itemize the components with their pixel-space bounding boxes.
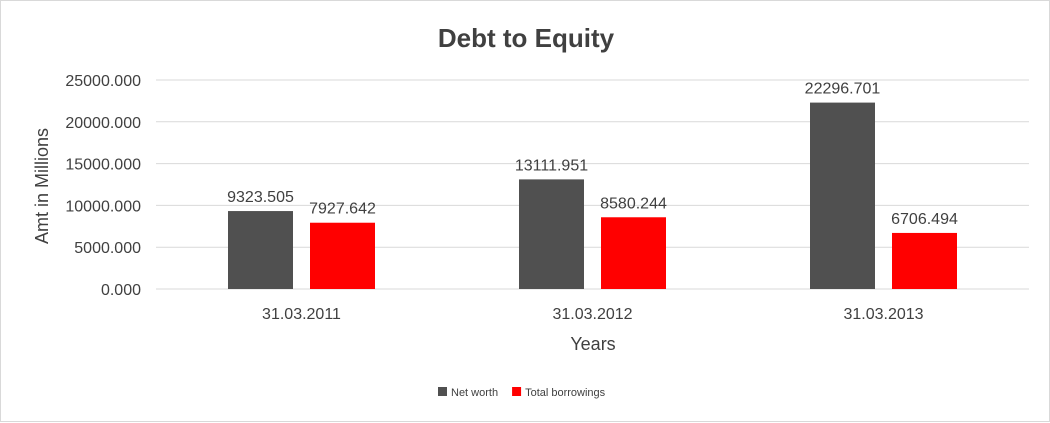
x-axis-ticks: 31.03.2011 31.03.2012 31.03.2013 bbox=[262, 306, 924, 323]
x-tick-label: 31.03.2011 bbox=[262, 306, 341, 323]
bar-total-borrowings bbox=[310, 222, 375, 289]
chart-title: Debt to Equity bbox=[438, 23, 615, 53]
y-axis-ticks: 0.000 5000.000 10000.000 15000.000 20000.000… bbox=[65, 73, 141, 299]
y-tick-label: 25000.000 bbox=[65, 73, 141, 90]
legend-label: Total borrowings bbox=[525, 387, 606, 399]
data-label: 8580.244 bbox=[600, 195, 667, 212]
x-tick-label: 31.03.2012 bbox=[552, 306, 632, 323]
legend-swatch bbox=[512, 387, 522, 396]
bar-net-worth bbox=[519, 179, 584, 289]
y-tick-label: 15000.000 bbox=[65, 157, 141, 174]
legend-swatch bbox=[438, 387, 447, 396]
y-tick-label: 20000.000 bbox=[65, 115, 141, 132]
legend-item: Net worth bbox=[438, 387, 498, 399]
x-tick-label: 31.03.2013 bbox=[843, 306, 923, 323]
y-tick-label: 5000.000 bbox=[74, 240, 141, 257]
data-label: 9323.505 bbox=[227, 189, 294, 206]
y-tick-label: 0.000 bbox=[101, 282, 141, 299]
gridlines bbox=[156, 79, 1029, 290]
data-label: 22296.701 bbox=[805, 81, 881, 98]
legend-label: Net worth bbox=[451, 387, 498, 399]
data-labels: 9323.505 7927.642 13111.951 8580.244 22296.7… bbox=[227, 81, 958, 228]
legend: Net worth Total borrowings bbox=[438, 387, 606, 399]
bar-net-worth bbox=[228, 211, 293, 289]
legend-item: Total borrowings bbox=[512, 387, 606, 399]
bar-net-worth bbox=[810, 102, 875, 289]
data-label: 6706.494 bbox=[891, 211, 958, 228]
bar-total-borrowings bbox=[601, 217, 666, 289]
bars bbox=[228, 102, 957, 289]
bar-total-borrowings bbox=[892, 232, 957, 289]
y-axis-label: Amt in Millions bbox=[32, 128, 52, 244]
x-axis-label: Years bbox=[570, 334, 615, 354]
y-tick-label: 10000.000 bbox=[65, 198, 141, 215]
data-label: 13111.951 bbox=[515, 157, 588, 174]
data-label: 7927.642 bbox=[309, 201, 376, 218]
